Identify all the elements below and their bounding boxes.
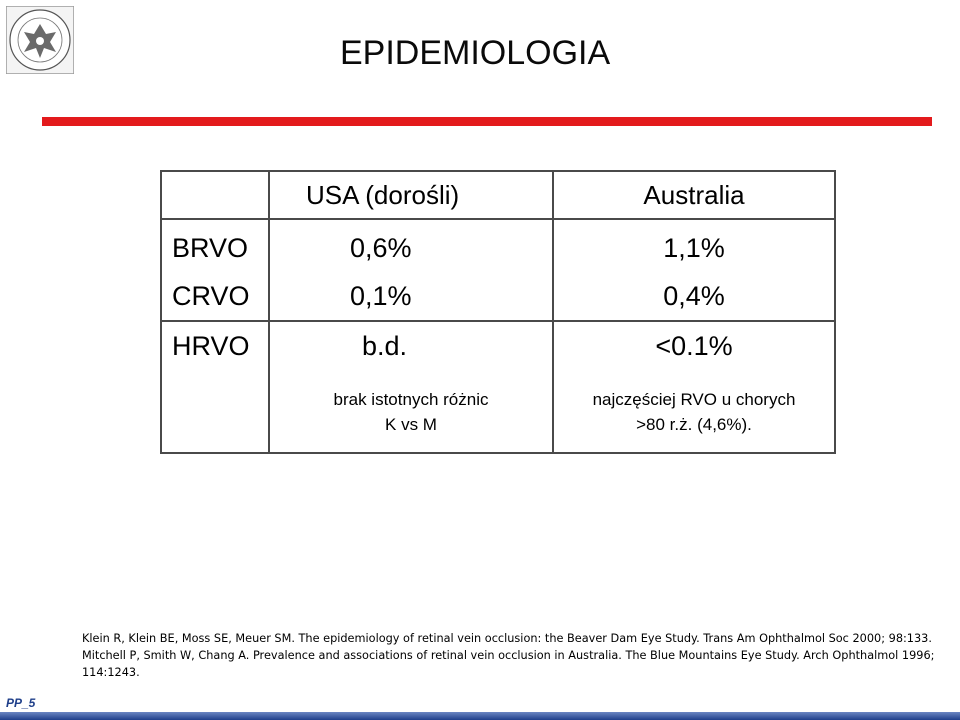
australia-values-cell: 1,1% 0,4% — [552, 218, 836, 322]
table-row-brvo-crvo: BRVO CRVO 0,6% 0,1% 1,1% 0,4% — [160, 218, 836, 322]
australia-note-line-2: >80 r.ż. (4,6%). — [636, 415, 752, 434]
row-labels-cell: BRVO CRVO — [160, 218, 270, 322]
notes-empty-cell — [160, 370, 270, 454]
australia-note-line-1: najczęściej RVO u chorych — [592, 390, 796, 409]
university-seal-logo — [5, 5, 75, 75]
row-label-crvo: CRVO — [172, 281, 250, 311]
table-row-hrvo: HRVO b.d. <0.1% — [160, 320, 836, 370]
footer-bar — [0, 712, 960, 720]
reference-2-continued: 114:1243. — [82, 666, 140, 679]
reference-2: Mitchell P, Smith W, Chang A. Prevalence… — [82, 649, 935, 662]
usa-note-cell: brak istotnych różnic K vs M — [268, 370, 554, 454]
header-empty-cell — [160, 170, 270, 220]
usa-note-line-1: brak istotnych różnic — [333, 390, 489, 409]
row-label-hrvo: HRVO — [160, 320, 270, 370]
table-header-row: USA (dorośli) Australia — [160, 170, 836, 220]
header-australia: Australia — [552, 170, 836, 220]
table-notes-row: brak istotnych różnic K vs M najczęściej… — [160, 370, 836, 454]
australia-hrvo-value: <0.1% — [552, 320, 836, 370]
row-label-brvo: BRVO — [172, 233, 249, 263]
slide-footer-label: PP_5 — [6, 696, 36, 710]
reference-1: Klein R, Klein BE, Moss SE, Meuer SM. Th… — [82, 632, 932, 645]
usa-crvo-value: 0,1% — [350, 281, 412, 311]
australia-crvo-value: 0,4% — [663, 281, 725, 311]
australia-note-cell: najczęściej RVO u chorych >80 r.ż. (4,6%… — [552, 370, 836, 454]
accent-divider — [42, 117, 932, 126]
usa-brvo-value: 0,6% — [350, 233, 412, 263]
epidemiology-table: USA (dorośli) Australia BRVO CRVO 0,6% 0… — [160, 170, 836, 454]
references: Klein R, Klein BE, Moss SE, Meuer SM. Th… — [82, 630, 942, 681]
header-usa: USA (dorośli) — [268, 170, 554, 220]
usa-note-line-2: K vs M — [385, 415, 437, 434]
slide-title: EPIDEMIOLOGIA — [340, 34, 611, 72]
australia-brvo-value: 1,1% — [663, 233, 725, 263]
usa-values-cell: 0,6% 0,1% — [268, 218, 554, 322]
usa-hrvo-value: b.d. — [268, 320, 554, 370]
